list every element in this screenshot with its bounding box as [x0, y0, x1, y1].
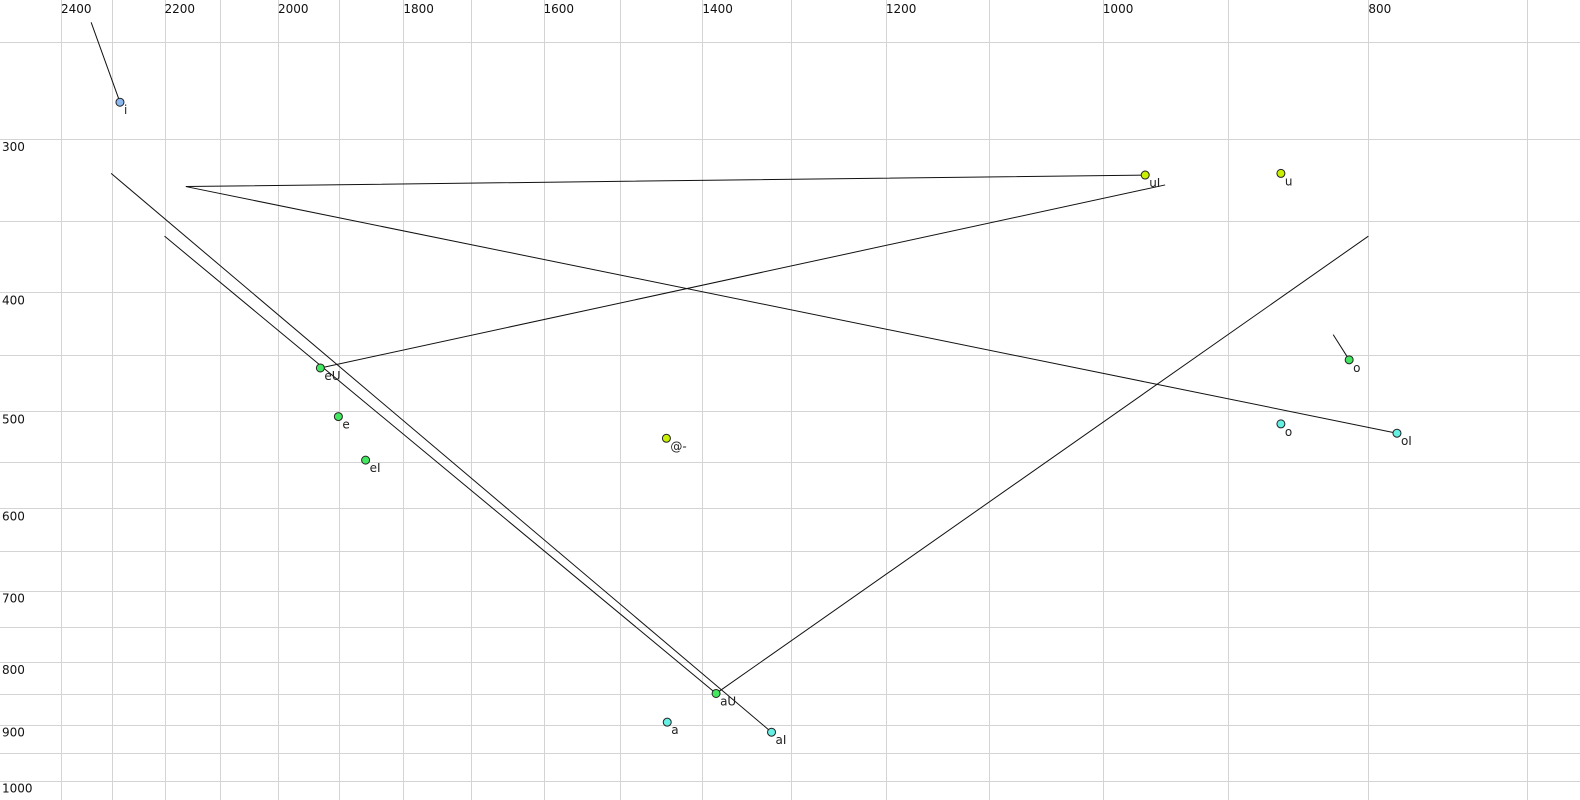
- y-tick-label: 500: [2, 412, 25, 426]
- trajectory-line: [110, 173, 772, 733]
- data-point: [661, 433, 671, 443]
- y-tick-label: 1000: [2, 782, 33, 796]
- data-point: [662, 717, 672, 727]
- data-points: i uI u o o oI eU e eI @- aU a aI: [115, 97, 1412, 747]
- trajectory-line: [90, 22, 121, 103]
- data-point: [333, 412, 343, 422]
- x-tick-label: 2200: [165, 2, 196, 16]
- data-point: [115, 97, 125, 107]
- data-point: [711, 688, 721, 698]
- x-tick-label: 1200: [886, 2, 917, 16]
- data-point: [315, 363, 325, 373]
- trajectory-line: [1332, 334, 1350, 361]
- data-point: [767, 727, 777, 737]
- point-label: e: [342, 418, 349, 432]
- point-label: o: [1353, 361, 1360, 375]
- point-label: aI: [776, 733, 787, 747]
- data-point: [1276, 419, 1286, 429]
- point-label: aU: [720, 694, 736, 708]
- data-point: [1276, 168, 1286, 178]
- trajectory-line: [185, 174, 1398, 434]
- trajectories: [90, 22, 1398, 733]
- point-label: oI: [1401, 434, 1412, 448]
- data-point: [1392, 428, 1402, 438]
- point-label: uI: [1149, 176, 1160, 190]
- x-tick-label: 2400: [61, 2, 92, 16]
- y-tick-label: 600: [2, 509, 25, 523]
- y-tick-label: 400: [2, 293, 25, 307]
- x-tick-label: 1600: [544, 2, 575, 16]
- tick-labels: 2400 2200 2000 1800 1600 1400 1200 1000 800 300 40…: [2, 2, 1391, 796]
- point-label: i: [124, 103, 127, 117]
- x-tick-label: 1000: [1103, 2, 1134, 16]
- x-tick-label: 1400: [702, 2, 733, 16]
- point-label: @-: [670, 439, 686, 453]
- data-point: [361, 455, 371, 465]
- data-point: [1344, 355, 1354, 365]
- y-tick-label: 900: [2, 726, 25, 740]
- y-tick-label: 300: [2, 140, 25, 154]
- point-label: a: [671, 723, 678, 737]
- point-label: eI: [370, 461, 381, 475]
- x-tick-label: 2000: [278, 2, 309, 16]
- trajectory-line: [320, 184, 1166, 369]
- point-label: u: [1285, 174, 1293, 188]
- y-tick-label: 700: [2, 592, 25, 606]
- data-point: [1140, 170, 1150, 180]
- point-label: eU: [324, 369, 340, 383]
- point-label: o: [1285, 425, 1292, 439]
- y-tick-label: 800: [2, 663, 25, 677]
- x-tick-label: 1800: [403, 2, 434, 16]
- x-tick-label: 800: [1368, 2, 1391, 16]
